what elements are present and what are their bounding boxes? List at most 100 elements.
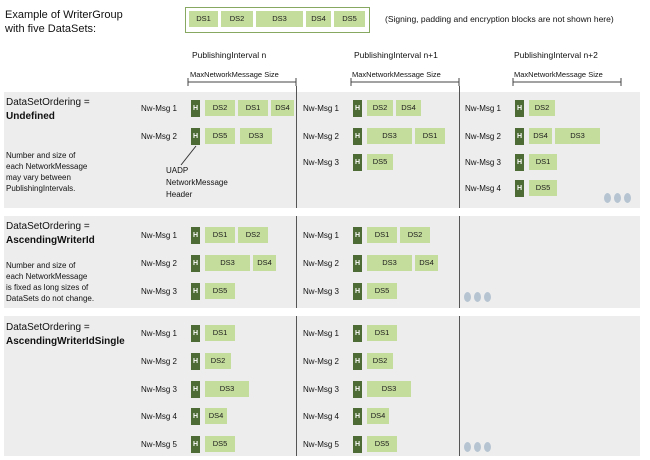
header-block: H <box>191 353 200 370</box>
ordering-label: DataSetOrdering = <box>6 97 90 108</box>
header-block: H <box>353 128 362 145</box>
network-message-label: Nw-Msg 2 <box>303 259 340 268</box>
dataset-block: DS4 <box>529 128 552 144</box>
network-message-label: Nw-Msg 3 <box>465 158 502 167</box>
network-message-label: Nw-Msg 2 <box>303 357 340 366</box>
dataset-block: DS2 <box>400 227 430 243</box>
dataset-block: DS1 <box>205 325 235 341</box>
interval-boundary-line <box>296 86 297 208</box>
continuation-dot <box>624 193 631 203</box>
network-message-label: Nw-Msg 2 <box>465 132 502 141</box>
header-block: H <box>515 154 524 171</box>
dataset-block: DS3 <box>555 128 600 144</box>
header-block: H <box>515 100 524 117</box>
uadp-header-label: Header <box>166 190 193 199</box>
interval-label: PublishingInterval n+1 <box>354 50 438 60</box>
header-block: H <box>191 255 200 272</box>
section-description: PublishingIntervals. <box>6 184 76 193</box>
dataset-block: DS2 <box>367 100 393 116</box>
dataset-block: DS2 <box>221 11 253 27</box>
dataset-block: DS3 <box>205 381 249 397</box>
dataset-block: DS2 <box>367 353 393 369</box>
dataset-block: DS5 <box>367 154 393 170</box>
section-description: each NetworkMessage <box>6 272 88 281</box>
uadp-header-label: UADP <box>166 166 189 175</box>
network-message-label: Nw-Msg 5 <box>141 440 178 449</box>
network-message-label: Nw-Msg 1 <box>303 329 340 338</box>
dataset-block: DS2 <box>205 353 231 369</box>
network-message-label: Nw-Msg 1 <box>303 231 340 240</box>
ordering-label: DataSetOrdering = <box>6 322 90 333</box>
network-message-label: Nw-Msg 2 <box>303 132 340 141</box>
dataset-block: DS2 <box>205 100 235 116</box>
section-description: is fixed as long sizes of <box>6 283 89 292</box>
dataset-block: DS1 <box>238 100 268 116</box>
network-message-label: Nw-Msg 2 <box>141 357 178 366</box>
dataset-block: DS4 <box>253 255 276 271</box>
header-block: H <box>353 381 362 398</box>
dataset-block: DS4 <box>396 100 421 116</box>
dataset-block: DS5 <box>334 11 365 27</box>
network-message-label: Nw-Msg 1 <box>141 231 178 240</box>
network-message-label: Nw-Msg 4 <box>465 184 502 193</box>
network-message-label: Nw-Msg 4 <box>141 412 178 421</box>
section-ascending-writer-id <box>4 216 640 308</box>
header-block: H <box>191 128 200 145</box>
ordering-value: AscendingWriterIdSingle <box>6 336 125 347</box>
header-block: H <box>191 283 200 300</box>
header-block: H <box>191 100 200 117</box>
header-block: H <box>191 408 200 425</box>
header-block: H <box>353 227 362 244</box>
ordering-value: AscendingWriterId <box>6 235 95 246</box>
header-block: H <box>515 128 524 145</box>
dataset-block: DS1 <box>415 128 445 144</box>
network-message-label: Nw-Msg 1 <box>141 329 178 338</box>
dataset-block: DS5 <box>529 180 557 196</box>
continuation-dot <box>614 193 621 203</box>
ordering-label: DataSetOrdering = <box>6 221 90 232</box>
continuation-dot <box>604 193 611 203</box>
dataset-block: DS5 <box>205 283 235 299</box>
dataset-block: DS3 <box>240 128 272 144</box>
section-description: DataSets do not change. <box>6 294 95 303</box>
header-block: H <box>353 353 362 370</box>
network-message-label: Nw-Msg 3 <box>303 385 340 394</box>
header-block: H <box>353 154 362 171</box>
dataset-block: DS1 <box>189 11 218 27</box>
continuation-dot <box>464 442 471 452</box>
dataset-block: DS1 <box>367 325 397 341</box>
network-message-label: Nw-Msg 3 <box>303 158 340 167</box>
dataset-block: DS3 <box>367 128 412 144</box>
network-message-label: Nw-Msg 1 <box>303 104 340 113</box>
dataset-block: DS4 <box>367 408 389 424</box>
dataset-block: DS4 <box>415 255 438 271</box>
continuation-dot <box>474 292 481 302</box>
continuation-dot <box>474 442 481 452</box>
continuation-dot <box>464 292 471 302</box>
example-title-line2: with five DataSets: <box>5 23 97 35</box>
header-block: H <box>191 325 200 342</box>
network-message-label: Nw-Msg 5 <box>303 440 340 449</box>
network-message-label: Nw-Msg 1 <box>465 104 502 113</box>
network-message-label: Nw-Msg 2 <box>141 132 178 141</box>
max-size-label: MaxNetworkMessage Size <box>190 70 279 79</box>
header-block: H <box>353 255 362 272</box>
section-description: Number and size of <box>6 151 76 160</box>
header-block: H <box>191 436 200 453</box>
section-ascending-writer-id-single <box>4 316 640 456</box>
continuation-dot <box>484 292 491 302</box>
header-block: H <box>353 283 362 300</box>
header-block: H <box>191 381 200 398</box>
dataset-block: DS3 <box>205 255 250 271</box>
dataset-block: DS5 <box>367 283 397 299</box>
interval-boundary-line <box>459 316 460 456</box>
max-size-brackets <box>187 78 622 86</box>
header-block: H <box>353 408 362 425</box>
section-description: Number and size of <box>6 261 76 270</box>
header-block: H <box>515 180 524 197</box>
dataset-block: DS4 <box>205 408 227 424</box>
interval-boundary-line <box>296 216 297 308</box>
dataset-block: DS3 <box>367 255 412 271</box>
dataset-block: DS4 <box>306 11 331 27</box>
